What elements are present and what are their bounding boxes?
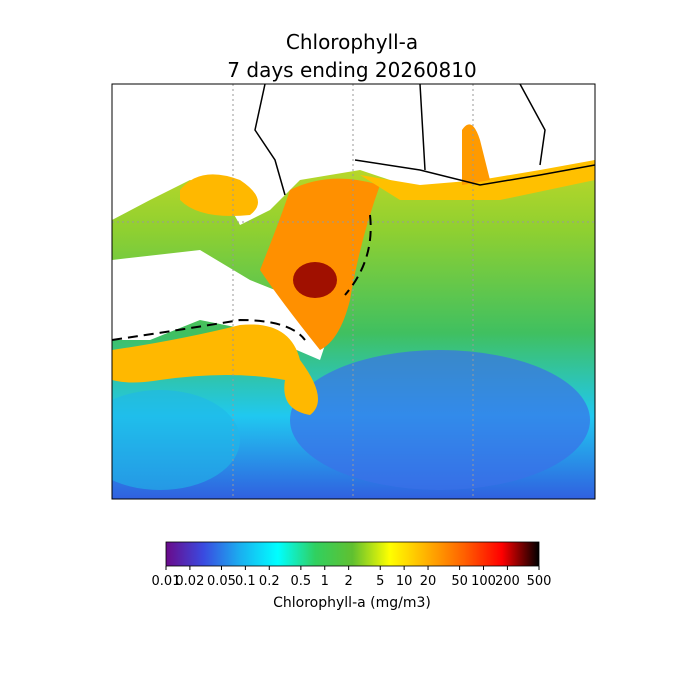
tick-label: 200 <box>495 574 520 589</box>
tick-label: 10 <box>396 574 413 589</box>
map-frame <box>111 83 596 500</box>
turbid-water <box>462 124 490 185</box>
colorbar <box>165 541 540 567</box>
coastline <box>254 84 595 196</box>
title-line: Chlorophyll-a <box>286 30 418 54</box>
tick-label: 5 <box>376 574 384 589</box>
colorbar-label: Chlorophyll-a (mg/m3) <box>273 595 431 611</box>
tick-label: 0.05 <box>207 574 236 589</box>
tick-label: 0.02 <box>175 574 204 589</box>
tick-label: 50 <box>451 574 468 589</box>
tick-label: 20 <box>420 574 437 589</box>
sea-field <box>290 350 590 490</box>
tick-label: 1 <box>321 574 329 589</box>
turbid-water <box>360 160 595 200</box>
tick-label: 500 <box>527 574 552 589</box>
sea-field <box>112 390 240 490</box>
tick-label: 2 <box>345 574 353 589</box>
tick-label: 100 <box>471 574 496 589</box>
turbid-water <box>293 262 337 298</box>
coastline <box>112 214 372 341</box>
title-line: 7 days ending 20260810 <box>227 58 476 82</box>
tick-label: 0.1 <box>235 574 256 589</box>
turbid-water <box>112 324 318 415</box>
turbid-water <box>180 174 258 216</box>
tick-label: 0.2 <box>259 574 280 589</box>
tick-label: 0.01 <box>152 574 181 589</box>
map <box>112 84 595 499</box>
tick-label: 0.5 <box>291 574 312 589</box>
